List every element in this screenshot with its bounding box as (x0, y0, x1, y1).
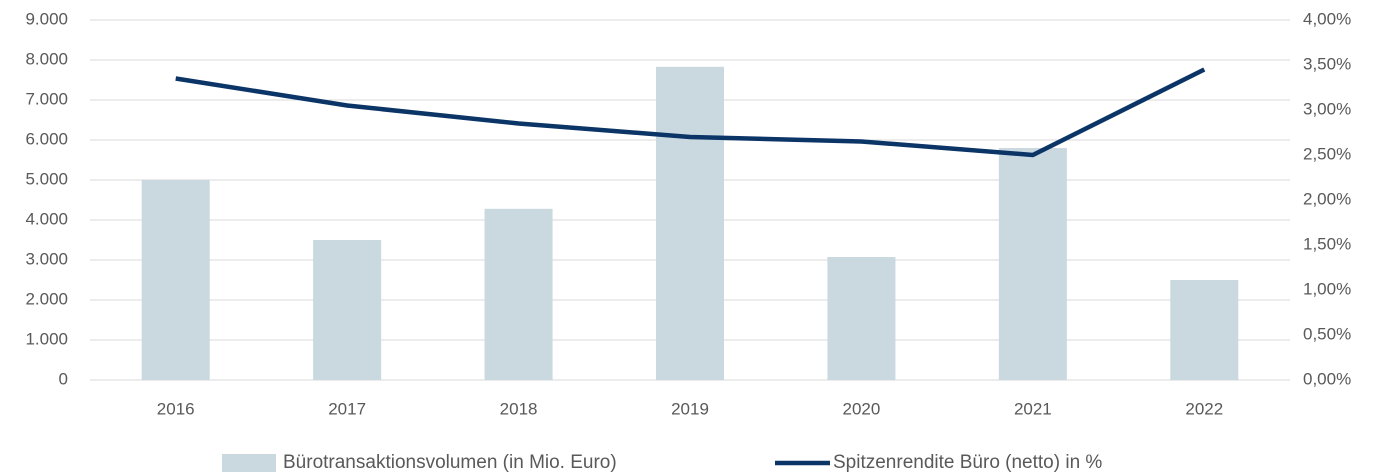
x-tick-label: 2020 (843, 399, 881, 418)
bar (313, 240, 382, 380)
bar (141, 180, 210, 380)
line (175, 67, 1206, 158)
x-tick-label: 2022 (1185, 399, 1223, 418)
y2-tick-label: 1,50% (1303, 234, 1351, 253)
y-tick-label: 3.000 (25, 249, 68, 268)
y-tick-label: 7.000 (25, 89, 68, 108)
y-tick-label: 8.000 (25, 49, 68, 68)
y-tick-label: 1.000 (25, 329, 68, 348)
y2-tick-label: 1,00% (1303, 279, 1351, 298)
bar (998, 148, 1067, 380)
x-tick-label: 2017 (328, 399, 366, 418)
y-tick-label: 2.000 (25, 289, 68, 308)
y-tick-label: 0 (59, 369, 68, 388)
x-tick-label: 2021 (1014, 399, 1052, 418)
y2-tick-label: 3,50% (1303, 54, 1351, 73)
bar (484, 208, 553, 380)
bar (827, 257, 896, 380)
y-tick-label: 9.000 (25, 9, 68, 28)
x-tick-label: 2018 (500, 399, 538, 418)
x-tick-label: 2019 (671, 399, 709, 418)
y-tick-label: 6.000 (25, 129, 68, 148)
y2-tick-label: 2,00% (1303, 189, 1351, 208)
y2-tick-label: 4,00% (1303, 9, 1351, 28)
legend-label: Bürotransaktionsvolumen (in Mio. Euro) (283, 452, 617, 473)
y2-tick-label: 0,00% (1303, 369, 1351, 388)
y2-tick-label: 2,50% (1303, 144, 1351, 163)
legend-swatch (222, 454, 276, 472)
bar (656, 66, 724, 381)
legend-label: Spitzenrendite Büro (netto) in % (833, 452, 1102, 473)
y2-tick-label: 0,50% (1303, 324, 1351, 343)
y2-tick-label: 3,00% (1303, 99, 1351, 118)
x-tick-label: 2016 (157, 399, 195, 418)
bar (1170, 280, 1239, 380)
y-tick-label: 4.000 (25, 209, 68, 228)
y-tick-label: 5.000 (25, 169, 68, 188)
